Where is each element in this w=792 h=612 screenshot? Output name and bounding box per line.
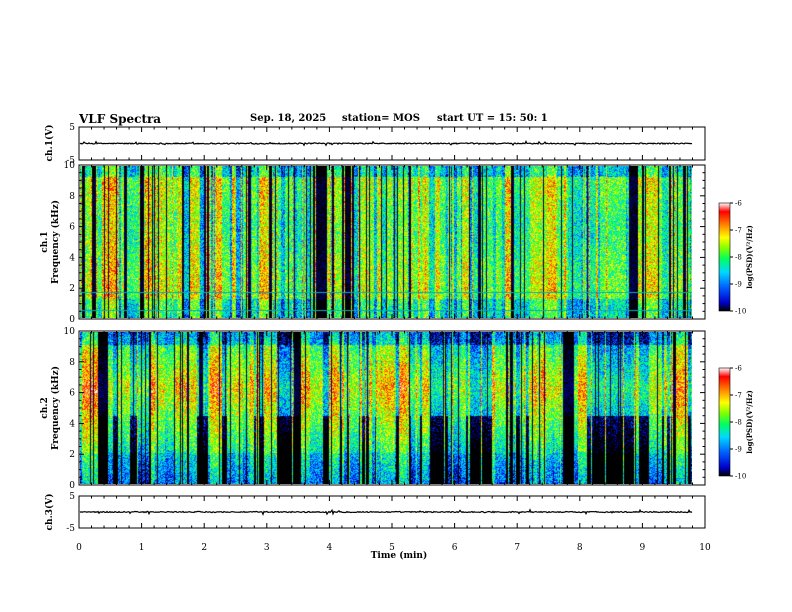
y-tick-label: 4 — [69, 253, 75, 263]
x-tick-label: 3 — [264, 543, 270, 553]
figure-title: VLF Spectra — [79, 112, 162, 126]
ch2-colorbar-label: log(PSD)(V²/Hz) — [745, 390, 754, 454]
colorbar-tick-label: -8 — [735, 254, 742, 262]
ch3-waveform-trace — [79, 508, 693, 516]
x-tick-label: 2 — [201, 543, 207, 553]
colorbar-tick-label: -7 — [735, 227, 742, 235]
y-tick-label: 0 — [69, 315, 75, 325]
x-tick-label: 1 — [139, 543, 145, 553]
colorbar-tick-label: -10 — [735, 473, 746, 481]
ch2-spectrogram-ylabel: ch.2 Frequency (kHz) — [40, 366, 61, 450]
axis-ticks — [78, 126, 706, 529]
y-tick-label: 5 — [69, 123, 75, 133]
x-tick-label: 5 — [389, 543, 395, 553]
x-tick-label: 7 — [514, 543, 520, 553]
y-tick-label: 6 — [69, 389, 75, 399]
y-tick-label: 4 — [69, 419, 75, 429]
date-label: Sep. 18, 2025 — [250, 113, 327, 124]
ch1-spectrogram — [80, 166, 692, 318]
colorbar-tick-label: -6 — [735, 365, 742, 373]
y-tick-label: 10 — [64, 161, 76, 171]
colorbar-tick-label: -9 — [735, 446, 742, 454]
ch1-spectrogram-ylabel: ch.1 Frequency (kHz) — [40, 200, 61, 284]
y-tick-label: 8 — [69, 358, 75, 368]
y-tick-label: 2 — [69, 450, 75, 460]
x-tick-label: 6 — [452, 543, 458, 553]
colorbar-tick-label: -10 — [735, 308, 746, 316]
ch3-waveform-ylabel: ch.3(V) — [44, 494, 55, 531]
x-tick-label: 8 — [577, 543, 583, 553]
colorbar-tick-label: -7 — [735, 392, 742, 400]
y-tick-label: 8 — [69, 192, 75, 202]
svg-text:Frequency (kHz): Frequency (kHz) — [50, 366, 61, 450]
station-label: station= MOS — [342, 113, 420, 124]
y-tick-label: 0 — [69, 481, 75, 491]
y-tick-label: -5 — [66, 156, 75, 166]
y-tick-label: -5 — [66, 524, 75, 534]
x-tick-label: 0 — [76, 543, 82, 553]
ch1-waveform-ylabel: ch.1(V) — [44, 125, 55, 162]
ch1-waveform-trace — [79, 139, 693, 147]
ch2-colorbar: -6 -7 -8 -9 -10 log(PSD)(V²/Hz) — [718, 365, 754, 481]
y-tick-label: 5 — [69, 492, 75, 502]
x-axis-label: Time (min) — [371, 550, 428, 561]
svg-text:ch.2: ch.2 — [40, 397, 50, 418]
ch1-colorbar: -6 -7 -8 -9 -10 log(PSD)(V²/Hz) — [718, 200, 754, 316]
y-tick-label: 2 — [69, 284, 75, 294]
colorbar-tick-label: -8 — [735, 419, 742, 427]
colorbar-tick-label: -9 — [735, 281, 742, 289]
start-time-label: start UT = 15: 50: 1 — [437, 113, 548, 124]
x-tick-label: 10 — [699, 543, 711, 553]
y-tick-label: 6 — [69, 223, 75, 233]
x-tick-label: 4 — [327, 543, 333, 553]
ch1-colorbar-label: log(PSD)(V²/Hz) — [745, 225, 754, 289]
y-tick-label: 10 — [64, 327, 76, 337]
svg-text:ch.1: ch.1 — [40, 231, 50, 252]
x-tick-label: 9 — [640, 543, 646, 553]
ch2-spectrogram — [80, 332, 692, 484]
svg-text:Frequency (kHz): Frequency (kHz) — [50, 200, 61, 284]
colorbar-tick-label: -6 — [735, 200, 742, 208]
